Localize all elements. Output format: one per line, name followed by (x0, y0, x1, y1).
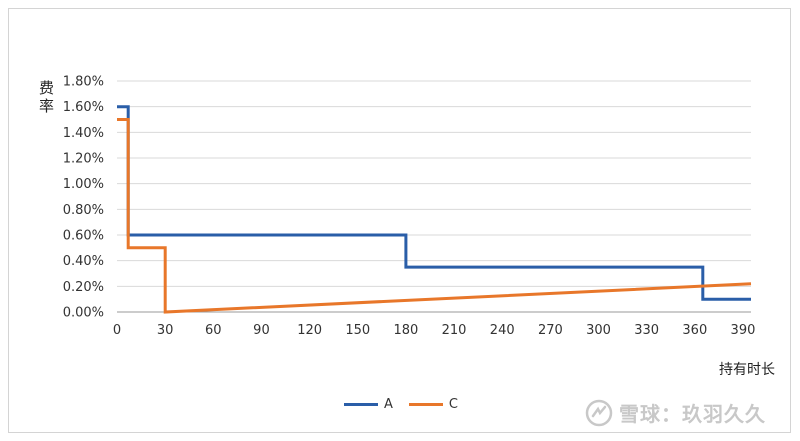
series-line-c (117, 118, 752, 314)
legend-swatch (408, 403, 443, 406)
y-tick-label: 1.60% (63, 100, 104, 115)
x-tick-label: 240 (490, 323, 515, 338)
x-tick-label: 270 (538, 323, 563, 338)
x-axis-label: 持有时长 (719, 362, 775, 378)
y-tick-label: 1.00% (63, 177, 104, 192)
x-tick-label: 150 (345, 323, 370, 338)
legend-item-a: A (344, 397, 393, 412)
snowball-logo-icon (585, 399, 613, 426)
y-tick-label: 0.80% (63, 203, 104, 218)
x-tick-label: 30 (157, 323, 174, 338)
grid-lines (117, 80, 751, 313)
legend-label: C (448, 397, 458, 412)
x-tick-label: 0 (113, 323, 121, 338)
x-tick-label: 60 (205, 323, 222, 338)
legend-swatch (344, 403, 378, 406)
y-tick-label: 1.40% (63, 126, 104, 141)
series-line-a (117, 105, 751, 301)
x-tick-label: 90 (253, 323, 270, 338)
y-axis-label: 费率 (39, 79, 54, 115)
x-tick-labels: 0 30 60 90 120 150 180 210 240 270 300 330 360 390 (113, 323, 756, 338)
y-tick-label: 0.60% (63, 229, 104, 244)
x-tick-label: 300 (586, 323, 611, 338)
x-tick-label: 210 (442, 323, 467, 338)
y-tick-label: 0.00% (63, 306, 104, 321)
y-tick-label: 0.20% (63, 280, 104, 295)
line-chart: 0.00% 0.20% 0.40% 0.60% 0.80% 1.00% 1.20% 1.40%… (39, 75, 775, 379)
series-lines (117, 105, 752, 314)
x-tick-label: 360 (682, 323, 707, 338)
x-tick-label: 180 (393, 323, 418, 338)
legend-label: A (384, 397, 393, 412)
y-tick-labels: 0.00% 0.20% 0.40% 0.60% 0.80% 1.00% 1.20% 1.40%… (63, 75, 104, 321)
y-tick-label: 1.80% (63, 75, 104, 90)
watermark: 雪球：玖羽久久 (585, 398, 766, 427)
watermark-text: 雪球：玖羽久久 (619, 402, 766, 426)
y-tick-label: 1.20% (63, 152, 104, 167)
y-tick-label: 0.40% (63, 254, 104, 269)
x-tick-label: 330 (634, 323, 659, 338)
legend-item-c: C (408, 397, 458, 412)
chart-frame: 0.00% 0.20% 0.40% 0.60% 0.80% 1.00% 1.20% 1.40%… (8, 8, 791, 433)
x-tick-label: 390 (731, 323, 756, 338)
x-tick-label: 120 (297, 323, 322, 338)
